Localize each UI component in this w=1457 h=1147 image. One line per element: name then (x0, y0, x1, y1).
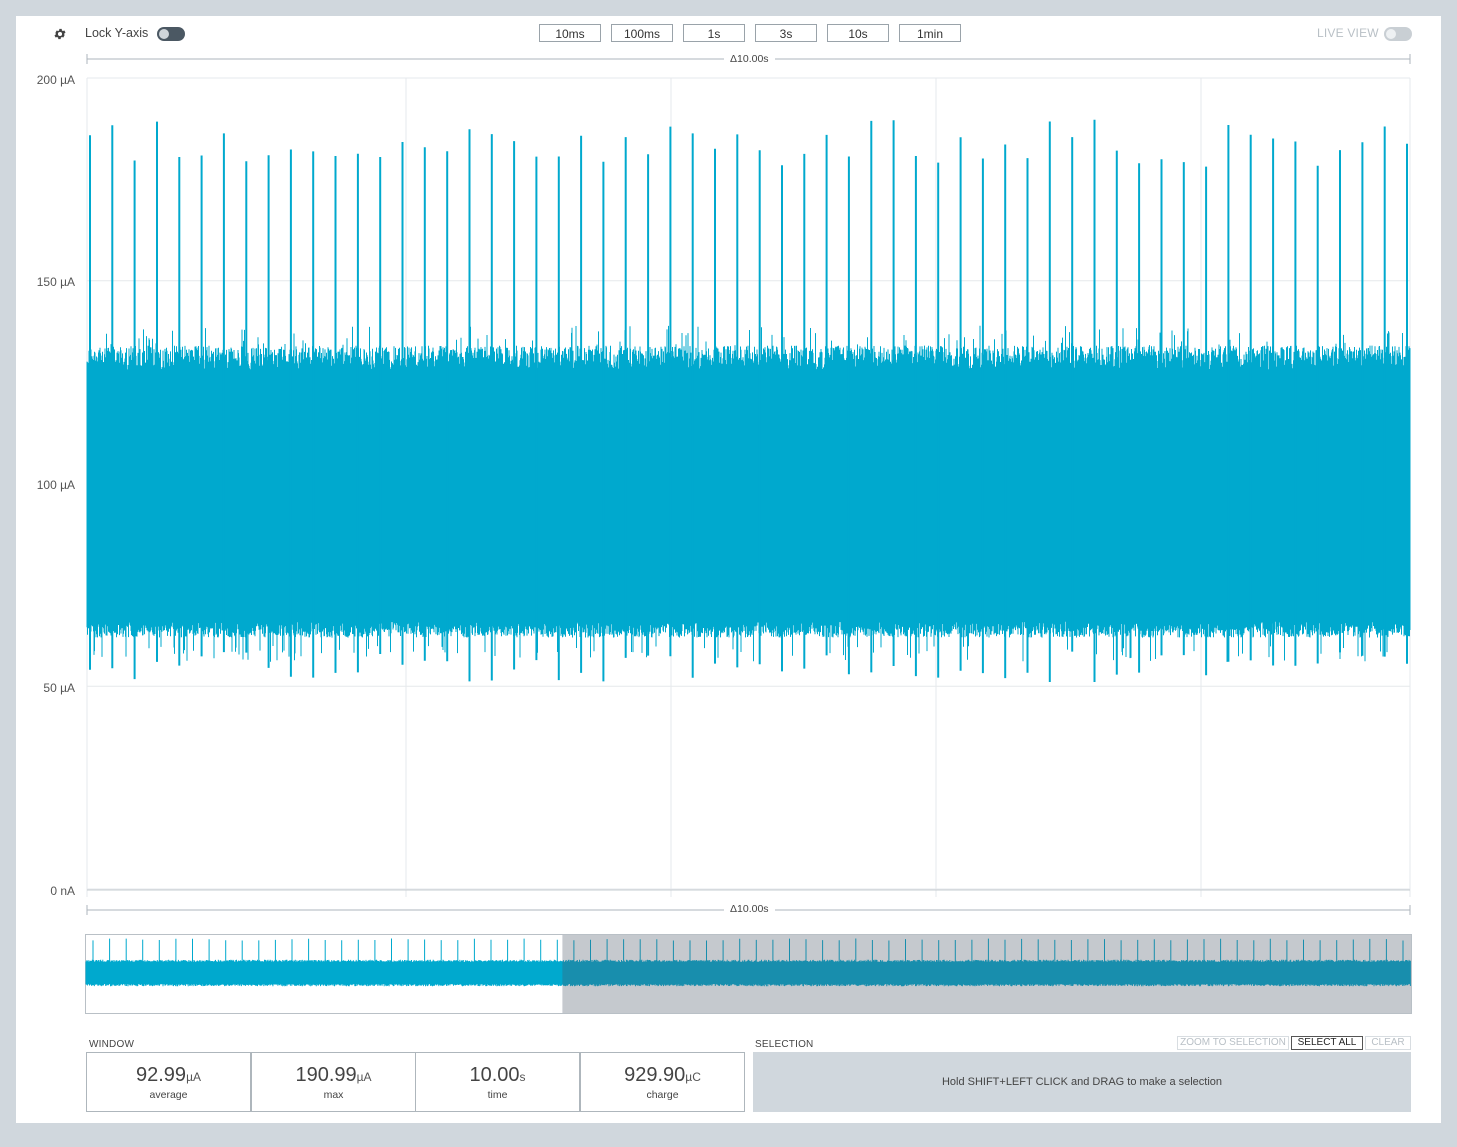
stat-number: 929.90 (624, 1064, 686, 1086)
current-spikes (89, 119, 1408, 682)
window-section-label: WINDOW (89, 1039, 135, 1050)
stat-max: 190.99µA max (251, 1052, 416, 1112)
stat-value: 929.90µC (581, 1064, 744, 1087)
select-all-button[interactable]: SELECT ALL (1291, 1036, 1363, 1050)
stat-number: 10.00 (469, 1064, 520, 1086)
time-window-button-10ms[interactable]: 10ms (539, 24, 601, 42)
stat-unit: µC (685, 1070, 701, 1084)
stat-value: 92.99µA (87, 1064, 250, 1087)
time-window-button-10s[interactable]: 10s (827, 24, 889, 42)
time-window-button-3s[interactable]: 3s (755, 24, 817, 42)
y-tick-label: 0 nA (50, 884, 75, 898)
time-window-button-100ms[interactable]: 100ms (611, 24, 673, 42)
y-tick-label: 150 µA (36, 275, 75, 289)
lock-y-axis-toggle[interactable] (157, 27, 185, 41)
live-view-toggle[interactable] (1384, 27, 1412, 41)
toggle-knob (1386, 29, 1396, 39)
stat-value: 10.00s (416, 1064, 579, 1087)
top-delta-label: Δ10.00s (724, 53, 775, 65)
stat-unit: µA (186, 1070, 201, 1084)
time-window-button-1min[interactable]: 1min (899, 24, 961, 42)
minimap-signal (85, 938, 1411, 987)
stat-time: 10.00s time (415, 1052, 580, 1112)
stat-unit: µA (356, 1070, 372, 1084)
minimap[interactable] (85, 934, 1412, 1014)
time-window-button-1s[interactable]: 1s (683, 24, 745, 42)
live-view-label: LIVE VIEW (1317, 26, 1379, 40)
lock-y-axis-label: Lock Y-axis (85, 26, 149, 40)
clear-button[interactable]: CLEAR (1365, 1036, 1411, 1050)
stat-value: 190.99µA (252, 1064, 415, 1087)
stat-label: max (323, 1089, 344, 1101)
stat-number: 190.99 (295, 1064, 357, 1086)
stat-charge: 929.90µC charge (580, 1052, 745, 1112)
stat-average: 92.99µA average (86, 1052, 251, 1112)
toggle-knob (159, 29, 169, 39)
stat-label: time (487, 1089, 508, 1101)
y-tick-label: 100 µA (36, 478, 75, 492)
y-tick-label: 50 µA (43, 681, 75, 695)
stat-label: charge (646, 1089, 679, 1101)
selection-section-label: SELECTION (755, 1039, 814, 1050)
selection-hint: Hold SHIFT+LEFT CLICK and DRAG to make a… (941, 1076, 1223, 1088)
selection-area[interactable]: Hold SHIFT+LEFT CLICK and DRAG to make a… (753, 1052, 1411, 1112)
stat-number: 92.99 (136, 1064, 187, 1086)
stat-label: average (149, 1089, 188, 1101)
zoom-to-selection-button[interactable]: ZOOM TO SELECTION (1177, 1036, 1289, 1050)
current-signal-series (86, 325, 1411, 662)
bottom-delta-label: Δ10.00s (724, 903, 775, 915)
gear-icon[interactable] (53, 27, 67, 41)
minimap-shaded-region (562, 935, 1411, 1013)
stat-unit: s (519, 1070, 526, 1084)
y-tick-label: 200 µA (36, 73, 75, 87)
